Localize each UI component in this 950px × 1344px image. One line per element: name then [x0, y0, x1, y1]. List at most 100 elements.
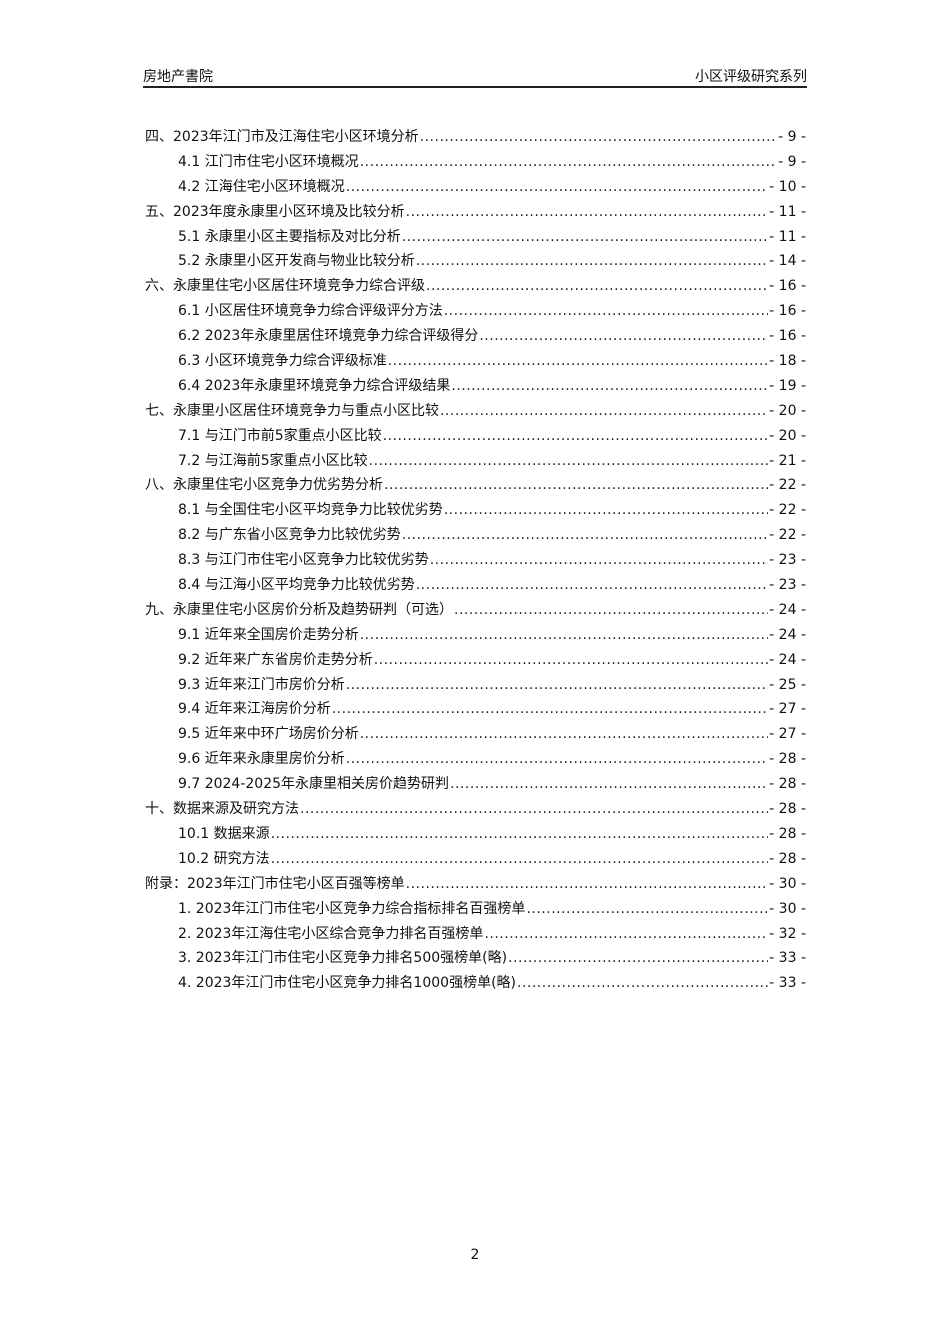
toc-entry[interactable]: 七、永康里小区居住环境竞争力与重点小区比较 - 20 - [145, 401, 806, 426]
toc-entry-page: - 22 - [769, 527, 806, 544]
toc-entry-page: - 23 - [769, 552, 806, 569]
dot-leader [332, 699, 768, 719]
dot-leader [444, 301, 768, 321]
dot-leader [360, 724, 768, 744]
dot-leader [402, 525, 768, 545]
toc-entry[interactable]: 8.2 与广东省小区竞争力比较优劣势 - 22 - [145, 525, 806, 550]
toc-entry-page: - 33 - [769, 950, 806, 967]
dot-leader [479, 326, 768, 346]
toc-entry[interactable]: 9.5 近年来中环广场房价分析 - 27 - [145, 724, 806, 749]
toc-entry-page: - 16 - [769, 303, 806, 320]
toc-entry[interactable]: 2. 2023年江海住宅小区综合竞争力排名百强榜单 - 32 - [145, 924, 806, 949]
toc-entry-title: 9.6 近年来永康里房价分析 [178, 751, 345, 768]
dot-leader [300, 799, 768, 819]
toc-entry[interactable]: 6.2 2023年永康里居住环境竞争力综合评级得分 - 16 - [145, 326, 806, 351]
toc-entry-page: - 27 - [769, 701, 806, 718]
toc-entry[interactable]: 6.3 小区环境竞争力综合评级标准 - 18 - [145, 351, 806, 376]
toc-entry-title: 1. 2023年江门市住宅小区竞争力综合指标排名百强榜单 [178, 900, 526, 917]
toc-entry-page: - 9 - [778, 129, 806, 145]
toc-entry[interactable]: 8.1 与全国住宅小区平均竞争力比较优劣势 - 22 - [145, 500, 806, 525]
toc-entry-page: - 27 - [769, 726, 806, 743]
toc-entry[interactable]: 4. 2023年江门市住宅小区竞争力排名1000强榜单(略) - 33 - [145, 973, 806, 998]
toc-entry-title: 9.7 2024-2025年永康里相关房价趋势研判 [178, 776, 450, 793]
dot-leader [416, 251, 768, 271]
toc-entry-page: - 24 - [769, 651, 806, 668]
dot-leader [526, 899, 768, 919]
dot-leader [440, 401, 768, 421]
toc-entry-title: 8.3 与江门市住宅小区竞争力比较优劣势 [178, 552, 429, 569]
toc-entry[interactable]: 十、数据来源及研究方法 - 28 - [145, 799, 806, 824]
toc-entry[interactable]: 附录：2023年江门市住宅小区百强等榜单 - 30 - [145, 874, 806, 899]
dot-leader [517, 973, 768, 993]
dot-leader [444, 500, 768, 520]
toc-entry-page: - 14 - [769, 253, 806, 270]
toc-entry-title: 9.3 近年来江门市房价分析 [178, 676, 345, 693]
toc-entry[interactable]: 6.1 小区居住环境竞争力综合评级评分方法 - 16 - [145, 301, 806, 326]
toc-entry-title: 4.2 江海住宅小区环境概况 [178, 178, 345, 195]
toc-entry[interactable]: 九、永康里住宅小区房价分析及趋势研判（可选） - 24 - [145, 600, 806, 625]
toc-entry[interactable]: 五、2023年度永康里小区环境及比较分析 - 11 - [145, 202, 806, 227]
toc-entry-page: - 16 - [769, 278, 806, 295]
toc-entry[interactable]: 3. 2023年江门市住宅小区竞争力排名500强榜单(略) - 33 - [145, 948, 806, 973]
toc-entry[interactable]: 8.3 与江门市住宅小区竞争力比较优劣势 - 23 - [145, 550, 806, 575]
toc-entry[interactable]: 10.2 研究方法 - 28 - [145, 849, 806, 874]
toc-entry-title: 4.1 江门市住宅小区环境概况 [178, 153, 359, 170]
toc-entry-page: - 28 - [769, 801, 806, 818]
toc-entry-page: - 10 - [769, 178, 806, 195]
toc-entry[interactable]: 9.1 近年来全国房价走势分析 - 24 - [145, 625, 806, 650]
toc-entry[interactable]: 9.3 近年来江门市房价分析 - 25 - [145, 675, 806, 700]
page-header: 房地产書院 小区评级研究系列 [143, 66, 807, 88]
toc-entry-page: - 18 - [769, 353, 806, 370]
toc-entry-title: 8.1 与全国住宅小区平均竞争力比较优劣势 [178, 502, 443, 519]
dot-leader [271, 849, 769, 869]
toc-entry[interactable]: 5.2 永康里小区开发商与物业比较分析 - 14 - [145, 251, 806, 276]
toc-entry[interactable]: 六、永康里住宅小区居住环境竞争力综合评级 - 16 - [145, 276, 806, 301]
toc-entry-title: 7.2 与江海前5家重点小区比较 [178, 452, 368, 469]
toc-entry-title: 9.4 近年来江海房价分析 [178, 701, 331, 718]
toc-entry-page: - 28 - [769, 825, 806, 842]
dot-leader [426, 276, 768, 296]
dot-leader [454, 600, 768, 620]
toc-entry-page: - 20 - [769, 427, 806, 444]
toc-entry[interactable]: 9.2 近年来广东省房价走势分析 - 24 - [145, 650, 806, 675]
toc-entry[interactable]: 10.1 数据来源 - 28 - [145, 824, 806, 849]
toc-entry-title: 10.1 数据来源 [178, 825, 270, 842]
toc-entry[interactable]: 5.1 永康里小区主要指标及对比分析 - 11 - [145, 227, 806, 252]
toc-entry-page: - 32 - [769, 925, 806, 942]
toc-entry-title: 五、2023年度永康里小区环境及比较分析 [145, 203, 405, 220]
toc-entry[interactable]: 9.7 2024-2025年永康里相关房价趋势研判 - 28 - [145, 774, 806, 799]
toc-entry-page: - 19 - [769, 377, 806, 394]
toc-entry[interactable]: 四、2023年江门市及江海住宅小区环境分析 - 9 - [145, 127, 806, 152]
dot-leader [360, 625, 768, 645]
toc-entry[interactable]: 9.6 近年来永康里房价分析 - 28 - [145, 749, 806, 774]
toc-entry[interactable]: 7.2 与江海前5家重点小区比较 - 21 - [145, 451, 806, 476]
toc-entry-title: 四、2023年江门市及江海住宅小区环境分析 [145, 129, 419, 145]
dot-leader [406, 202, 769, 222]
toc-entry[interactable]: 8.4 与江海小区平均竞争力比较优劣势 - 23 - [145, 575, 806, 600]
toc-entry[interactable]: 4.2 江海住宅小区环境概况 - 10 - [145, 177, 806, 202]
toc-entry-page: - 30 - [769, 900, 806, 917]
toc-entry[interactable]: 1. 2023年江门市住宅小区竞争力综合指标排名百强榜单 - 30 - [145, 899, 806, 924]
dot-leader [420, 127, 777, 147]
toc-entry-title: 4. 2023年江门市住宅小区竞争力排名1000强榜单(略) [178, 975, 516, 992]
toc-entry[interactable]: 4.1 江门市住宅小区环境概况 - 9 - [145, 152, 806, 177]
dot-leader [271, 824, 769, 844]
toc-entry[interactable]: 9.4 近年来江海房价分析 - 27 - [145, 699, 806, 724]
toc-entry[interactable]: 7.1 与江门市前5家重点小区比较 - 20 - [145, 426, 806, 451]
dot-leader [484, 924, 768, 944]
toc-entry-title: 9.5 近年来中环广场房价分析 [178, 726, 359, 743]
toc-entry[interactable]: 八、永康里住宅小区竞争力优劣势分析 - 22 - [145, 475, 806, 500]
dot-leader [346, 675, 768, 695]
toc-entry-page: - 20 - [769, 402, 806, 419]
toc-entry-title: 附录：2023年江门市住宅小区百强等榜单 [145, 875, 405, 892]
page-number: 2 [470, 1247, 480, 1263]
toc-entry-page: - 28 - [769, 751, 806, 768]
toc-entry-page: - 22 - [769, 477, 806, 494]
toc-entry-title: 九、永康里住宅小区房价分析及趋势研判（可选） [145, 601, 453, 618]
toc-entry-title: 8.4 与江海小区平均竞争力比较优劣势 [178, 577, 415, 594]
toc-entry-title: 7.1 与江门市前5家重点小区比较 [178, 427, 382, 444]
toc-entry-title: 6.3 小区环境竞争力综合评级标准 [178, 353, 387, 370]
toc-entry-page: - 24 - [769, 601, 806, 618]
toc-entry-title: 9.1 近年来全国房价走势分析 [178, 626, 359, 643]
toc-entry[interactable]: 6.4 2023年永康里环境竞争力综合评级结果 - 19 - [145, 376, 806, 401]
